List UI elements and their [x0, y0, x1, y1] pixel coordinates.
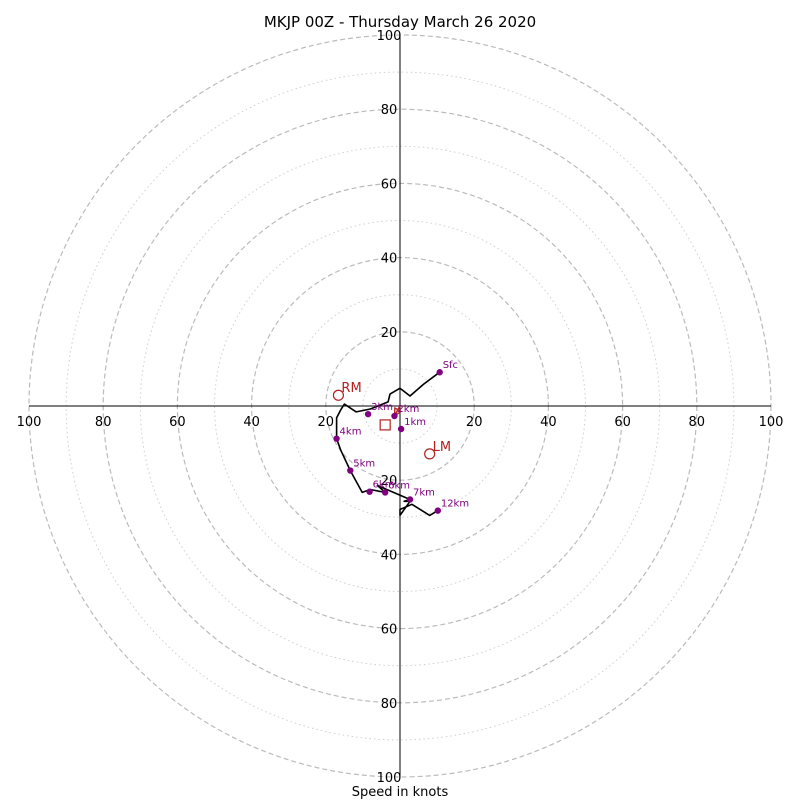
x-tick-label: 20 — [466, 415, 483, 430]
height-marker-point — [364, 410, 372, 418]
y-tick-label: 60 — [381, 177, 398, 192]
x-tick-label: 100 — [759, 415, 784, 430]
mean-wind-arrowhead — [393, 406, 403, 418]
tick-labels: 100 80 60 40 20 20 40 60 80 100 100 80 60 40 20 20 40 60 8… — [17, 29, 784, 786]
x-tick-label: 40 — [540, 415, 557, 430]
chart-title: MKJP 00Z - Thursday March 26 2020 — [264, 13, 536, 31]
height-marker-point — [333, 435, 340, 442]
x-tick-label: 40 — [243, 415, 260, 430]
storm-motion-circle — [332, 389, 345, 401]
height-marker-label: Sfc — [443, 360, 458, 371]
x-tick-label: 100 — [17, 415, 42, 430]
height-marker-label: 3km — [371, 402, 393, 413]
y-tick-label: 80 — [381, 697, 398, 712]
x-tick-label: 20 — [318, 415, 335, 430]
y-tick-label: 100 — [377, 771, 402, 786]
height-marker-label: 2km — [397, 404, 419, 415]
height-marker-label: 6km — [373, 480, 395, 491]
storm-motion-circle — [424, 448, 436, 460]
y-tick-label: 80 — [381, 103, 398, 118]
height-marker-point — [406, 496, 414, 503]
height-marker-label: 5km — [353, 459, 375, 470]
height-marker-point — [347, 467, 354, 474]
storm-motion-label: LM — [433, 440, 451, 455]
height-marker-label: 7km — [413, 487, 435, 498]
x-tick-label: 60 — [169, 415, 186, 430]
storm-motion-label: RM — [341, 381, 361, 396]
height-marker-point — [381, 489, 389, 496]
height-marker-label: 1km — [404, 417, 426, 428]
height-marker-point — [366, 488, 373, 495]
y-tick-label: 20 — [381, 474, 398, 489]
y-tick-label: 40 — [381, 252, 398, 267]
hodograph-line — [335, 371, 441, 517]
storm-motion-markers: RM LM — [332, 381, 451, 460]
y-tick-label: 60 — [381, 623, 398, 638]
y-tick-label: 40 — [381, 548, 398, 563]
x-tick-label: 60 — [614, 415, 631, 430]
height-marker-point — [434, 507, 442, 514]
x-axis-label: Speed in knots — [352, 785, 449, 800]
height-marker-label: 4km — [340, 427, 362, 438]
x-tick-label: 80 — [95, 415, 112, 430]
x-tick-label: 80 — [689, 415, 706, 430]
y-tick-label: 20 — [381, 326, 398, 341]
height-marker-label: 12km — [441, 499, 469, 510]
height-marker-point — [391, 412, 398, 420]
height-marker-label: 6km — [388, 480, 410, 491]
height-marker-point — [397, 425, 405, 433]
y-tick-label: 100 — [377, 29, 402, 44]
height-marker-point — [436, 369, 443, 376]
storm-motion-square — [379, 419, 391, 431]
